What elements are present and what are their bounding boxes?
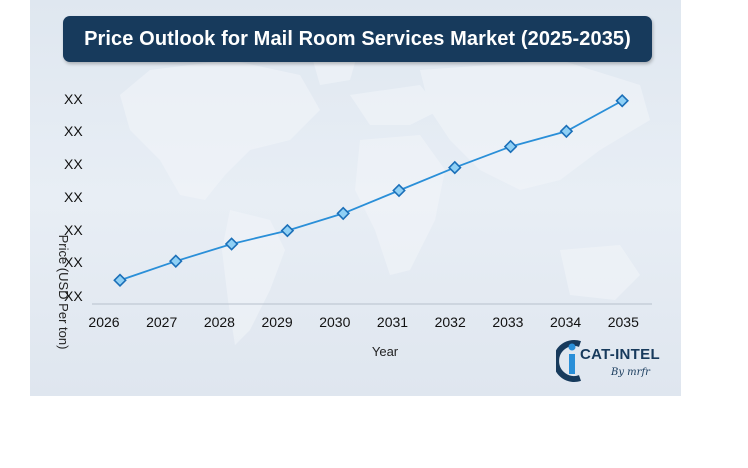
x-axis-label: Year	[371, 344, 399, 359]
data-point-2029	[280, 223, 295, 238]
x-tick-label-2033: 2033	[492, 314, 524, 330]
y-tick-label: XX	[64, 189, 83, 205]
series-line-price	[119, 99, 623, 282]
data-point-2027	[169, 254, 183, 268]
x-tick-label-2027: 2027	[146, 314, 178, 330]
logo-icon	[556, 340, 581, 382]
y-tick-label: XX	[64, 91, 83, 107]
chart-title-box: Price Outlook for Mail Room Services Mar…	[63, 16, 652, 62]
world-map-background	[120, 45, 650, 345]
y-tick-label: XX	[64, 254, 83, 270]
data-point-2032	[448, 160, 462, 175]
data-point-2028	[224, 237, 239, 251]
y-tick-label: XX	[64, 222, 83, 238]
data-point-2034	[559, 124, 574, 139]
data-point-2035	[615, 93, 629, 108]
x-tick-label-2029: 2029	[261, 314, 293, 330]
chart-panel: Price (USD Per ton) Year XX XX XX XX XX XX XX …	[30, 0, 681, 396]
x-tick-label-2030: 2030	[319, 314, 351, 330]
x-tick-label-2035: 2035	[607, 314, 639, 330]
data-point-2033	[503, 139, 518, 154]
x-tick-label-2031: 2031	[376, 314, 409, 330]
x-tick-label-2034: 2034	[550, 314, 582, 330]
line-chart	[92, 93, 652, 305]
data-point-2026	[113, 273, 127, 288]
x-tick-label-2026: 2026	[88, 314, 120, 330]
logo-main-text: CAT-INTEL	[580, 346, 660, 363]
y-tick-label: XX	[64, 288, 83, 304]
logo-sub-text: By mrfr	[611, 367, 650, 378]
y-tick-label: XX	[64, 156, 83, 172]
cat-intel-logo: CAT-INTEL By mrfr	[556, 334, 676, 384]
data-point-2030	[336, 206, 350, 221]
x-tick-label-2032: 2032	[434, 314, 466, 330]
chart-title: Price Outlook for Mail Room Services Mar…	[84, 27, 631, 50]
data-point-2031	[392, 183, 406, 198]
y-tick-label: XX	[64, 123, 83, 139]
x-tick-label-2028: 2028	[203, 314, 235, 330]
